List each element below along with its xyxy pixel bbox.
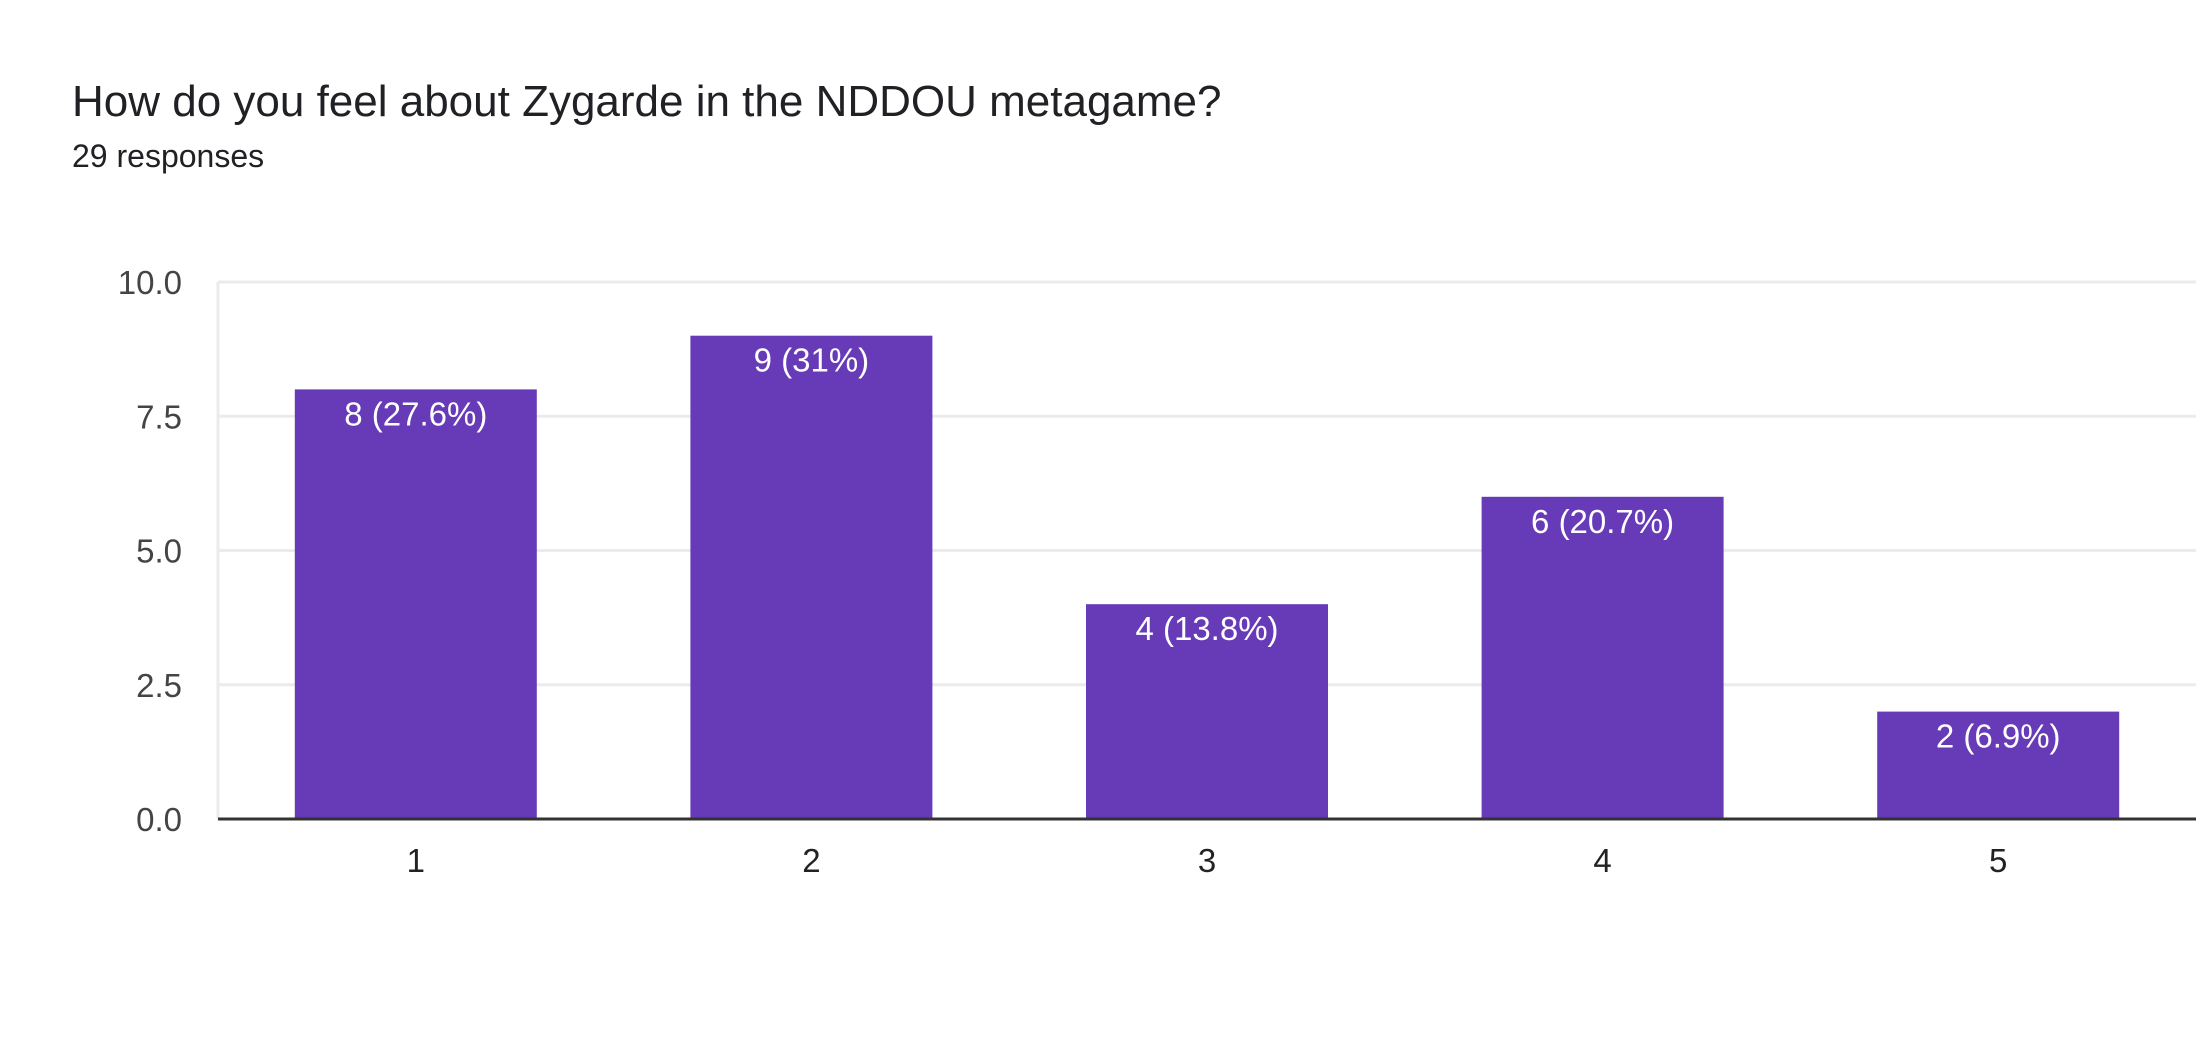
bar-2 (690, 335, 933, 819)
data-label: 6 (20.7%) (1531, 503, 1674, 540)
bars (294, 335, 2120, 819)
data-label: 4 (13.8%) (1135, 610, 1278, 647)
x-axis-ticks: 1 2 3 4 5 (407, 842, 2008, 879)
data-label: 9 (31%) (754, 342, 870, 379)
bar-3 (1086, 604, 1328, 819)
x-tick-label: 4 (1593, 842, 1611, 879)
bar-1 (294, 389, 537, 819)
response-count: 29 responses (72, 138, 265, 174)
x-tick-label: 3 (1198, 842, 1216, 879)
y-tick-label: 5.0 (136, 533, 182, 570)
x-tick-label: 2 (802, 842, 820, 879)
bar-5 (1877, 711, 2120, 819)
y-tick-label: 10.0 (118, 264, 182, 301)
y-tick-label: 0.0 (136, 801, 182, 838)
data-label: 8 (27.6%) (344, 395, 487, 432)
bar-4 (1481, 496, 1724, 819)
chart-header: How do you feel about Zygarde in the NDD… (72, 74, 1221, 176)
x-tick-label: 5 (1989, 842, 2007, 879)
chart-title: How do you feel about Zygarde in the NDD… (72, 77, 1222, 126)
data-label: 2 (6.9%) (1936, 718, 2061, 755)
x-tick-label: 1 (407, 842, 425, 879)
gridlines (216, 280, 2196, 819)
data-labels: 8 (27.6%) 9 (31%) 4 (13.8%) 6 (20.7%) 2 (6.9… (344, 342, 2060, 755)
y-tick-label: 2.5 (136, 667, 182, 704)
y-axis-ticks: 0.0 2.5 5.0 7.5 10.0 (118, 264, 182, 838)
y-tick-label: 7.5 (136, 398, 182, 435)
